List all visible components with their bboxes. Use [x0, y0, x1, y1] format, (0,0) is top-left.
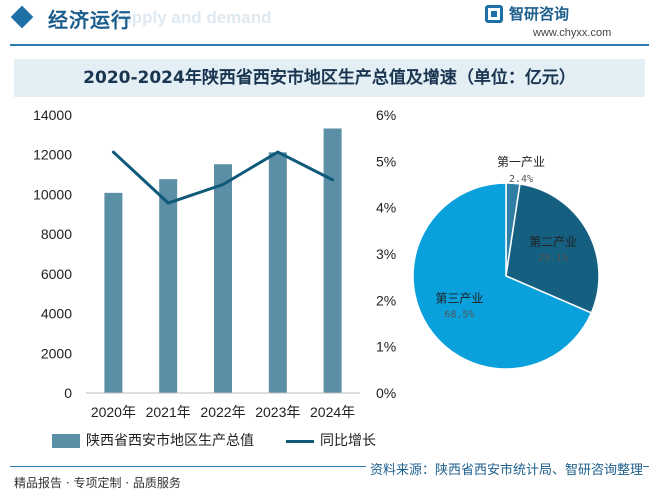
combo-chart: 0 2000 4000 6000 8000 10000 12000 14000 0% 1% 2% 3%… [33, 107, 600, 420]
y-left-tick-label: 0 [64, 385, 72, 401]
y-left-tick-label: 2000 [41, 345, 72, 361]
y-left-tick-label: 10000 [33, 186, 72, 202]
growth-point [331, 178, 335, 182]
brand-name: 智研咨询 [509, 5, 570, 23]
legend-label-growth: 同比增长 [320, 433, 376, 449]
y-right-tick-label: 0% [376, 385, 396, 401]
pie-slice [412, 182, 593, 370]
brand[interactable]: 智研咨询 www.chyxx.com [485, 3, 645, 43]
footer-slogan: 精品报告 · 专项定制 · 品质服务 [14, 476, 181, 490]
section-title: 经济运行 [48, 8, 132, 32]
data-source: 资料来源：陕西省西安市统计局、智研咨询整理 [365, 459, 643, 478]
growth-point [276, 150, 280, 154]
y-right-tick-label: 1% [376, 339, 396, 355]
y-right-tick-label: 4% [376, 200, 396, 216]
x-tick-label: 2022年 [200, 404, 245, 420]
legend-label-gdp: 陕西省西安市地区生产总值 [86, 433, 254, 449]
bar [104, 192, 123, 393]
pie-label-primary: 第一产业 [497, 155, 545, 169]
pie-value-primary: 2.4% [509, 174, 533, 185]
growth-point [166, 201, 170, 205]
bar [159, 179, 178, 393]
footer-divider [10, 466, 649, 467]
y-right-tick-label: 3% [376, 246, 396, 262]
legend-bar-swatch [52, 434, 80, 448]
pie-slice [505, 183, 600, 314]
pie-value-tertiary: 68.5% [444, 310, 474, 321]
brand-url[interactable]: www.chyxx.com [533, 27, 612, 39]
page-header: Supply and demand 经济运行 智研咨询 www.chyxx.co… [0, 0, 659, 46]
brand-logo-icon [485, 5, 503, 23]
pie-value-secondary: 29.1% [538, 253, 568, 264]
x-tick-label: 2024年 [310, 404, 355, 420]
growth-point [221, 183, 225, 186]
legend-line-swatch [286, 440, 314, 443]
y-left-tick-label: 14000 [33, 107, 72, 123]
x-tick-label: 2021年 [146, 404, 191, 420]
bar [268, 152, 287, 393]
pie-label-tertiary: 第三产业 [435, 292, 483, 306]
pie-label-secondary: 第二产业 [529, 235, 577, 249]
y-right-tick-label: 2% [376, 292, 396, 308]
bar [323, 128, 342, 393]
y-right-tick-label: 6% [376, 107, 396, 123]
y-right-tick-label: 5% [376, 153, 396, 169]
chart-title: 2020-2024年陕西省西安市地区生产总值及增速（单位：亿元） [83, 68, 576, 88]
chart-title-bar: 2020-2024年陕西省西安市地区生产总值及增速（单位：亿元） [14, 59, 645, 97]
header-divider [10, 44, 649, 46]
y-left-tick-label: 12000 [33, 147, 72, 163]
x-tick-label: 2020年 [91, 404, 136, 420]
y-left-tick-label: 8000 [41, 226, 72, 242]
bar [214, 164, 232, 393]
y-left-tick-label: 4000 [41, 306, 72, 322]
y-left-tick-label: 6000 [41, 266, 72, 282]
diamond-icon [10, 5, 34, 29]
header-ghost-text: Supply and demand [110, 8, 272, 27]
growth-point [111, 150, 115, 154]
x-tick-label: 2023年 [255, 404, 300, 420]
